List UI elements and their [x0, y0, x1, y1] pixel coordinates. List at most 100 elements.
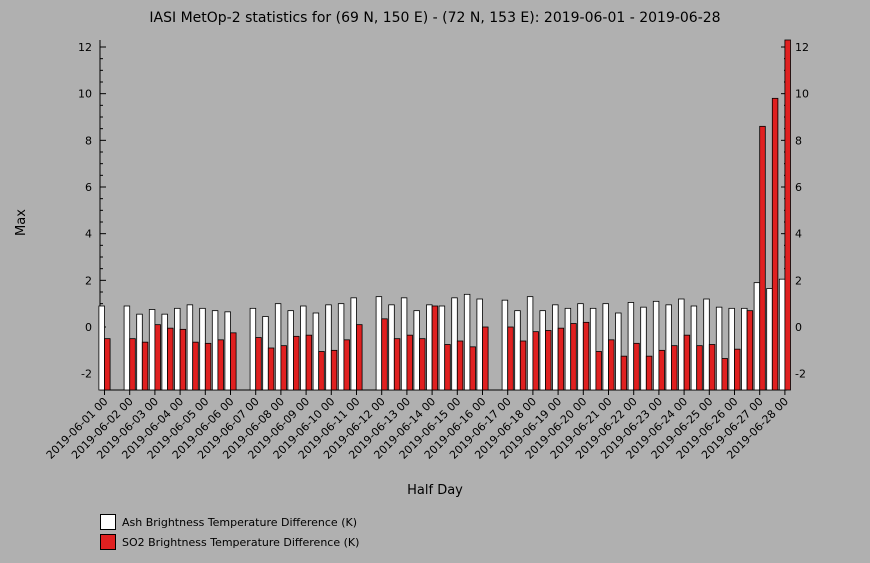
bar-so2 — [267, 347, 275, 391]
bar-ash — [703, 298, 710, 391]
y-tick-label: 6 — [85, 181, 92, 194]
bar-so2 — [545, 330, 552, 391]
bar-so2 — [759, 125, 766, 391]
bar-ash — [300, 305, 307, 391]
y-tick-label: 8 — [85, 134, 92, 147]
bar-ash — [753, 282, 761, 391]
bar-so2 — [419, 338, 426, 391]
bar-ash — [678, 298, 685, 391]
bar-ash — [161, 313, 168, 391]
bar-ash — [438, 305, 446, 391]
bar-ash — [249, 307, 257, 391]
bar-so2 — [293, 335, 300, 391]
bar-ash — [287, 310, 294, 391]
bar-ash — [665, 304, 672, 391]
bar-so2 — [192, 341, 199, 391]
chart-title: IASI MetOp-2 statistics for (69 N, 150 E… — [149, 10, 721, 26]
y-tick-label: 2 — [85, 274, 92, 287]
bar-ash — [274, 303, 282, 391]
bar-so2 — [381, 318, 388, 391]
y-tick-label-right: 4 — [795, 228, 802, 241]
y-tick-label: 0 — [85, 321, 92, 334]
bar-so2 — [645, 355, 653, 391]
bar-so2 — [620, 355, 628, 391]
bar-ash — [426, 304, 433, 391]
bar-ash — [463, 293, 471, 391]
bar-so2 — [771, 97, 779, 391]
bar-ash — [589, 307, 597, 391]
bar-so2 — [658, 349, 665, 391]
bar-so2 — [104, 338, 111, 391]
bar-ash — [312, 312, 320, 391]
legend-swatch-so2 — [100, 534, 116, 550]
bar-ash — [400, 297, 408, 391]
bar-so2 — [482, 326, 489, 391]
bar-so2 — [356, 324, 363, 391]
bar-ash — [526, 296, 534, 391]
x-axis-label: Half Day — [407, 483, 463, 498]
bar-so2 — [595, 351, 602, 391]
bar-ash — [690, 305, 698, 391]
bar-ash — [615, 312, 622, 391]
bar-so2 — [507, 326, 514, 391]
bar-so2 — [746, 310, 754, 391]
bar-ash — [577, 303, 584, 391]
y-tick-label: 10 — [78, 88, 92, 101]
bar-so2 — [683, 334, 691, 391]
bar-so2 — [318, 351, 325, 391]
bar-ash — [174, 307, 181, 391]
bar-ash — [388, 304, 395, 391]
bar-ash — [186, 304, 194, 391]
bar-ash — [715, 306, 723, 391]
y-tick-label-right: 2 — [795, 274, 802, 287]
bar-ash — [413, 310, 420, 391]
bar-ash — [778, 278, 786, 391]
bar-ash — [337, 303, 345, 391]
bar-so2 — [721, 358, 728, 391]
bar-ash — [602, 303, 609, 391]
bar-ash — [627, 302, 635, 391]
legend-item-so2: SO2 Brightness Temperature Difference (K… — [100, 532, 359, 552]
bar-ash — [98, 305, 105, 391]
y-tick-label-right: 12 — [795, 41, 809, 54]
bar-ash — [199, 307, 206, 391]
bar-so2 — [671, 345, 678, 391]
bar-ash — [262, 316, 269, 391]
bar-so2 — [431, 305, 439, 391]
bar-ash — [325, 304, 332, 391]
bar-so2 — [469, 346, 476, 391]
y-tick-label-right: 10 — [795, 88, 809, 101]
legend: Ash Brightness Temperature Difference (K… — [100, 512, 359, 552]
bar-so2 — [608, 339, 615, 391]
bar-ash — [136, 313, 143, 391]
y-tick-label-right: 6 — [795, 181, 802, 194]
bar-so2 — [532, 331, 539, 391]
bar-ash — [728, 307, 735, 391]
bar-ash — [652, 300, 660, 391]
bar-so2 — [696, 345, 703, 391]
bar-ash — [564, 307, 572, 391]
legend-item-ash: Ash Brightness Temperature Difference (K… — [100, 512, 359, 532]
bar-ash — [123, 305, 131, 391]
bar-ash — [350, 297, 357, 391]
bar-ash — [501, 299, 509, 391]
bar-so2 — [141, 341, 149, 391]
bar-ash — [476, 298, 483, 391]
bar-so2 — [406, 334, 413, 391]
bar-so2 — [330, 349, 338, 391]
bar-so2 — [204, 342, 212, 391]
legend-label-so2: SO2 Brightness Temperature Difference (K… — [122, 535, 360, 549]
bar-so2 — [444, 344, 451, 391]
bar-so2 — [734, 348, 741, 391]
bar-ash — [451, 297, 458, 391]
y-tick-label-right: 8 — [795, 134, 802, 147]
bar-so2 — [708, 344, 716, 391]
bar-ash — [224, 311, 231, 391]
y-tick-label-right: 0 — [795, 321, 802, 334]
bar-ash — [766, 288, 773, 391]
bar-so2 — [570, 323, 577, 391]
bar-ash — [375, 296, 383, 391]
bar-ash — [514, 310, 521, 391]
legend-label-ash: Ash Brightness Temperature Difference (K… — [122, 515, 357, 529]
